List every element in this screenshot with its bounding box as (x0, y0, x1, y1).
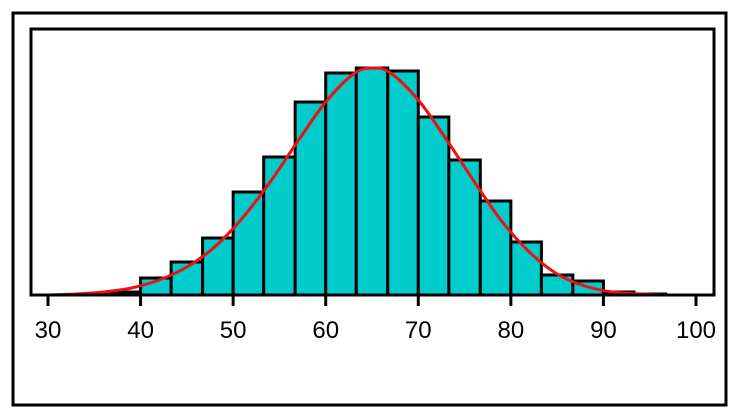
x-tick-label: 80 (498, 317, 525, 344)
histogram-bar (447, 158, 482, 297)
x-tick-label: 50 (220, 317, 247, 344)
histogram-bar (324, 71, 358, 297)
histogram-bar (478, 199, 513, 297)
x-tick-label: 40 (127, 317, 154, 344)
x-tick-label: 70 (405, 317, 432, 344)
histogram-bar (231, 190, 266, 297)
x-tick-label: 90 (590, 317, 617, 344)
x-axis-ticks: 30 40 50 60 70 80 90 100 (35, 295, 716, 344)
histogram-bar (386, 69, 420, 297)
histogram-bar (293, 100, 328, 297)
normal-curve (47, 66, 669, 297)
histogram-bar (354, 66, 390, 297)
x-tick-label: 30 (35, 317, 62, 344)
histogram-bar (539, 273, 575, 297)
histogram-bar (262, 155, 297, 297)
histogram-bar (416, 115, 451, 297)
x-tick-label: 100 (676, 317, 716, 344)
x-tick-label: 60 (312, 317, 339, 344)
histogram-bar (201, 236, 235, 297)
